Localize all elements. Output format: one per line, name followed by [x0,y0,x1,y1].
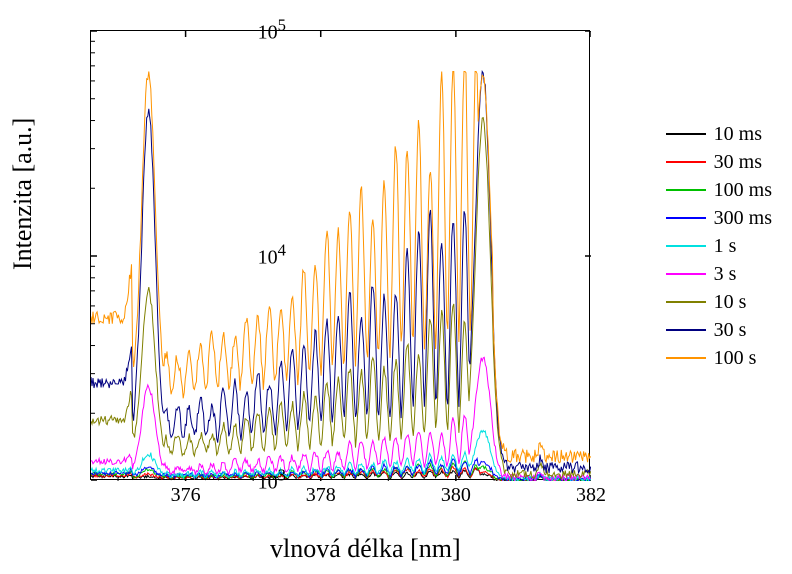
legend: 10 ms30 ms100 ms300 ms1 s3 s10 s30 s100 … [666,120,772,372]
x-tick-label: 378 [306,484,336,507]
legend-label: 30 ms [714,148,762,176]
y-axis-label: Intenzita [a.u.] [8,118,38,270]
legend-item: 30 ms [666,148,772,176]
legend-item: 30 s [666,316,772,344]
legend-item: 10 ms [666,120,772,148]
legend-swatch [666,245,706,247]
legend-item: 10 s [666,288,772,316]
legend-item: 1 s [666,232,772,260]
legend-label: 3 s [714,260,737,288]
legend-swatch [666,217,706,219]
legend-label: 30 s [714,316,747,344]
x-axis-label: vlnová délka [nm] [270,534,461,564]
legend-label: 1 s [714,232,737,260]
legend-swatch [666,189,706,191]
legend-swatch [666,161,706,163]
legend-swatch [666,301,706,303]
x-tick-label: 382 [576,484,606,507]
x-tick-label: 376 [171,484,201,507]
legend-item: 300 ms [666,204,772,232]
legend-swatch [666,273,706,275]
y-tick-label: 105 [246,16,286,45]
legend-label: 10 ms [714,120,762,148]
legend-item: 100 ms [666,176,772,204]
plot-area: 376378380382 [90,30,590,480]
legend-item: 3 s [666,260,772,288]
legend-label: 100 s [714,344,757,372]
legend-label: 300 ms [714,204,772,232]
x-tick-label: 380 [441,484,471,507]
y-tick-label: 104 [246,241,286,270]
plot-svg [91,31,591,481]
legend-swatch [666,329,706,331]
series-line [91,357,591,481]
y-tick-label: 103 [246,466,286,495]
spectrum-chart: Intenzita [a.u.] vlnová délka [nm] 37637… [0,0,792,574]
legend-swatch [666,357,706,359]
legend-label: 10 s [714,288,747,316]
legend-swatch [666,133,706,135]
legend-label: 100 ms [714,176,772,204]
legend-item: 100 s [666,344,772,372]
